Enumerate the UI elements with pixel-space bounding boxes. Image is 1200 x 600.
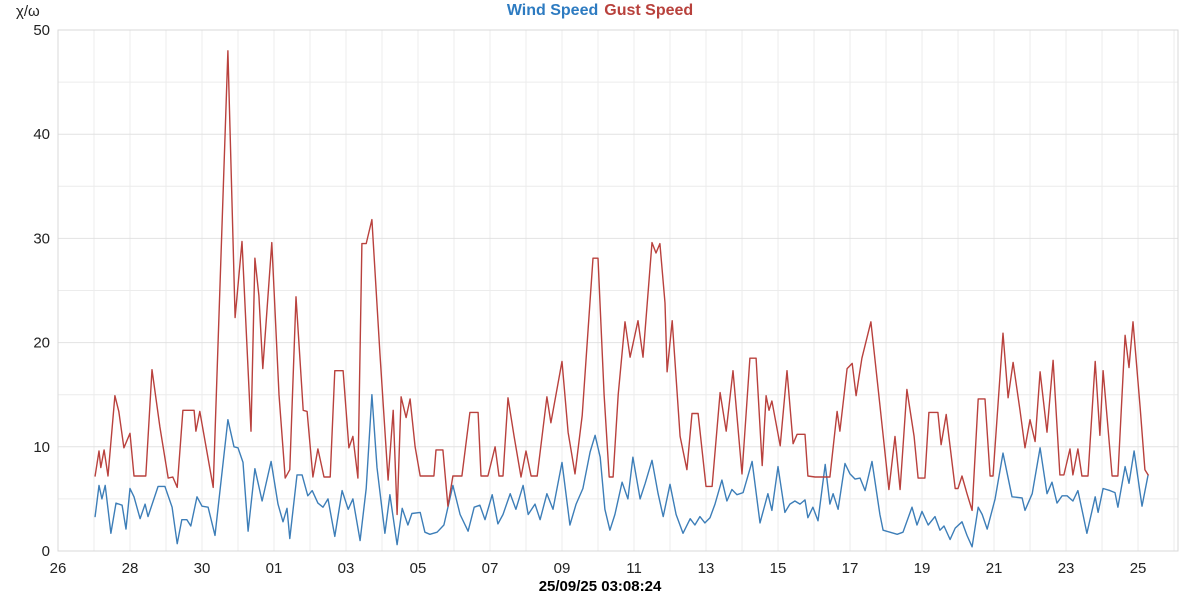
x-axis-tick-label: 07: [482, 560, 499, 577]
x-axis-tick-label: 23: [1058, 560, 1075, 577]
y-axis-tick-label: 50: [33, 22, 50, 39]
x-axis-tick-label: 17: [842, 560, 859, 577]
x-axis-tick-label: 30: [194, 560, 211, 577]
x-axis-tick-label: 03: [338, 560, 355, 577]
legend-gust-speed: Gust Speed: [604, 2, 694, 19]
legend-wind-speed: Wind Speed: [506, 2, 599, 19]
x-axis-tick-label: 11: [626, 560, 642, 577]
x-axis-tick-label: 01: [266, 560, 283, 577]
y-axis-tick-label: 10: [33, 439, 50, 456]
plot-border: [57, 29, 1179, 552]
x-axis-tick-label: 28: [122, 560, 139, 577]
y-axis-tick-label: 0: [42, 543, 50, 560]
y-axis-unit-label: χ/ω: [16, 3, 40, 20]
y-axis-tick-label: 20: [33, 335, 50, 352]
y-axis-tick-label: 40: [33, 126, 50, 143]
x-axis-tick-label: 05: [410, 560, 427, 577]
current-time-label: 25/09/25 03:08:24: [538, 578, 662, 595]
chart-title-legend: Wind Speed Gust Speed: [0, 2, 1200, 20]
x-axis-tick-label: 21: [986, 560, 1003, 577]
x-axis-tick-label: 13: [698, 560, 715, 577]
x-axis-tick-label: 25: [1130, 560, 1147, 577]
wind-speed-line: [94, 394, 1149, 548]
gust-speed-line: [94, 50, 1149, 516]
x-axis-tick-label: 15: [770, 560, 787, 577]
x-axis-tick-label: 19: [914, 560, 931, 577]
y-axis-tick-label: 30: [33, 230, 50, 247]
x-axis-tick-label: 26: [50, 560, 67, 577]
x-axis-tick-label: 09: [554, 560, 571, 577]
